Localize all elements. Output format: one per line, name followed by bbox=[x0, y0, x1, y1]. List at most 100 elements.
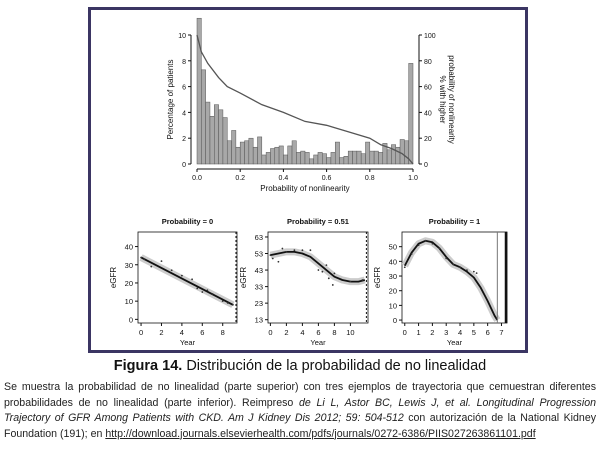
data-point bbox=[410, 253, 413, 255]
data-point bbox=[317, 269, 320, 271]
y2-axis-label: % with higher bbox=[438, 75, 447, 123]
histogram-bar bbox=[304, 152, 310, 165]
data-point bbox=[309, 249, 312, 252]
confidence-band bbox=[269, 248, 366, 286]
histogram-bar bbox=[209, 116, 215, 165]
x-tick-label: 0.2 bbox=[235, 175, 245, 182]
y-tick-label: 40 bbox=[125, 243, 133, 252]
y-tick-label: 10 bbox=[389, 301, 397, 310]
x-tick-label: 2 bbox=[430, 328, 434, 337]
y-tick-label: 0 bbox=[182, 162, 186, 169]
histogram-bar bbox=[222, 117, 228, 165]
data-point bbox=[424, 239, 427, 242]
x-tick-label: 0 bbox=[268, 328, 272, 337]
x-axis-label: Year bbox=[447, 338, 463, 347]
fit-curve bbox=[403, 239, 499, 321]
y-axis-label: eGFR bbox=[373, 267, 382, 289]
histogram-bar bbox=[378, 152, 384, 165]
histogram-bar bbox=[244, 140, 250, 165]
x-tick-label: 7 bbox=[499, 328, 503, 337]
y-tick-label: 43 bbox=[255, 266, 263, 275]
histogram-bar bbox=[386, 149, 392, 165]
histogram-bar bbox=[309, 158, 314, 165]
histogram-bar bbox=[226, 140, 232, 165]
histogram-bar bbox=[356, 150, 362, 165]
data-point bbox=[140, 256, 142, 259]
x-axis-label: Year bbox=[180, 338, 196, 347]
data-point bbox=[403, 266, 406, 269]
histogram-bar bbox=[313, 154, 319, 165]
data-point bbox=[143, 258, 146, 261]
data-point bbox=[445, 257, 448, 260]
data-point bbox=[466, 269, 468, 272]
x-tick-label: 0 bbox=[139, 328, 143, 337]
histogram-bar bbox=[326, 157, 332, 165]
histogram-bar bbox=[369, 150, 375, 165]
y2-tick-label: 100 bbox=[424, 33, 436, 40]
data-point bbox=[333, 272, 336, 275]
x-axis-label: Probability of nonlinearity bbox=[260, 184, 349, 193]
caption-label: Figura 14. bbox=[113, 358, 183, 374]
y-tick-label: 23 bbox=[255, 299, 263, 308]
data-point bbox=[271, 257, 274, 260]
data-point bbox=[160, 260, 163, 263]
data-point bbox=[180, 274, 183, 277]
histogram-bar bbox=[287, 145, 293, 165]
fit-curve bbox=[140, 256, 234, 306]
histogram-bar bbox=[296, 152, 301, 165]
histogram-bar bbox=[278, 145, 284, 165]
histogram-bar bbox=[373, 150, 379, 165]
data-point bbox=[301, 249, 304, 252]
x-tick-label: 4 bbox=[180, 328, 184, 337]
data-point bbox=[281, 247, 284, 250]
data-point bbox=[452, 263, 455, 266]
data-point bbox=[417, 244, 420, 247]
x-axis-label: Year bbox=[310, 338, 326, 347]
figure-description: Se muestra la probabilidad de no lineali… bbox=[4, 380, 596, 442]
caption-text: Distribución de la probabilidad de no li… bbox=[182, 358, 487, 374]
histogram-bar bbox=[395, 146, 401, 165]
data-point bbox=[285, 250, 288, 253]
histogram-bar bbox=[235, 146, 241, 165]
data-point bbox=[472, 270, 475, 273]
figure-caption: Figura 14. Distribución de la probabilid… bbox=[0, 358, 600, 374]
y-axis-label: eGFR bbox=[109, 267, 118, 289]
source-link[interactable]: http://download.journals.elsevierhealth.… bbox=[105, 427, 536, 440]
data-point bbox=[327, 277, 330, 280]
y-axis-label: Percentage of patients bbox=[166, 59, 175, 139]
cumulative-line bbox=[196, 34, 414, 165]
data-point bbox=[293, 249, 296, 252]
figure-frame: 0 2 4 6 8 10 0 20 40 60 80 100 0.0 0.2 0.4 0.6 0.8 1.0 Pro… bbox=[88, 7, 528, 353]
description-text: Se muestra la probabilidad de no lineali… bbox=[4, 381, 596, 409]
histogram-bar bbox=[317, 152, 323, 165]
histogram-bar bbox=[283, 154, 288, 165]
histogram-bar bbox=[391, 144, 396, 165]
data-point bbox=[226, 302, 229, 304]
data-point bbox=[277, 260, 280, 263]
y-tick-label: 13 bbox=[255, 316, 263, 325]
histogram-bar bbox=[274, 146, 280, 165]
x-tick-label: 2 bbox=[284, 328, 288, 337]
data-point bbox=[438, 247, 441, 250]
histogram-bar bbox=[330, 152, 336, 165]
histogram-bar bbox=[214, 104, 219, 165]
y-tick-label: 0 bbox=[129, 315, 133, 324]
y-tick-label: 33 bbox=[255, 283, 263, 292]
histogram-bar bbox=[408, 63, 414, 165]
data-point bbox=[201, 291, 204, 293]
x-tick-label: 6 bbox=[316, 328, 320, 337]
data-point bbox=[170, 269, 173, 272]
y-tick-label: 6 bbox=[182, 85, 186, 92]
confidence-band bbox=[401, 237, 501, 322]
histogram-bar bbox=[365, 141, 371, 165]
panel-title: Probability = 0.51 bbox=[287, 217, 349, 226]
y-tick-label: 30 bbox=[389, 272, 397, 281]
y2-tick-label: 60 bbox=[424, 85, 432, 92]
y-tick-label: 50 bbox=[389, 243, 397, 252]
histogram-bar bbox=[291, 140, 297, 165]
histogram-bar bbox=[352, 150, 358, 165]
citation: de Li L, Astor BC, Lewis J, et al. Longi… bbox=[4, 396, 596, 425]
histogram-bar bbox=[404, 140, 409, 165]
histogram-bar bbox=[270, 148, 276, 165]
